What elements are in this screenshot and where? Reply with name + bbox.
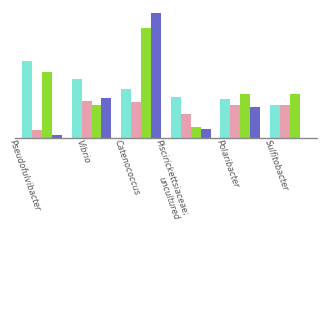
Bar	[52, 135, 62, 138]
Bar	[151, 13, 161, 138]
Bar	[250, 107, 260, 138]
Bar	[270, 105, 280, 138]
Bar	[92, 105, 101, 138]
Bar	[280, 105, 290, 138]
Bar	[181, 114, 191, 138]
Bar	[82, 101, 92, 138]
Bar	[230, 105, 240, 138]
Bar	[240, 94, 250, 138]
Bar	[101, 98, 111, 138]
Bar	[42, 72, 52, 138]
Bar	[220, 100, 230, 138]
Bar	[72, 79, 82, 138]
Bar	[32, 130, 42, 138]
Bar	[131, 102, 141, 138]
Bar	[171, 97, 181, 138]
Bar	[22, 61, 32, 138]
Bar	[191, 127, 201, 138]
Bar	[121, 89, 131, 138]
Bar	[201, 129, 211, 138]
Bar	[141, 28, 151, 138]
Bar	[290, 94, 300, 138]
